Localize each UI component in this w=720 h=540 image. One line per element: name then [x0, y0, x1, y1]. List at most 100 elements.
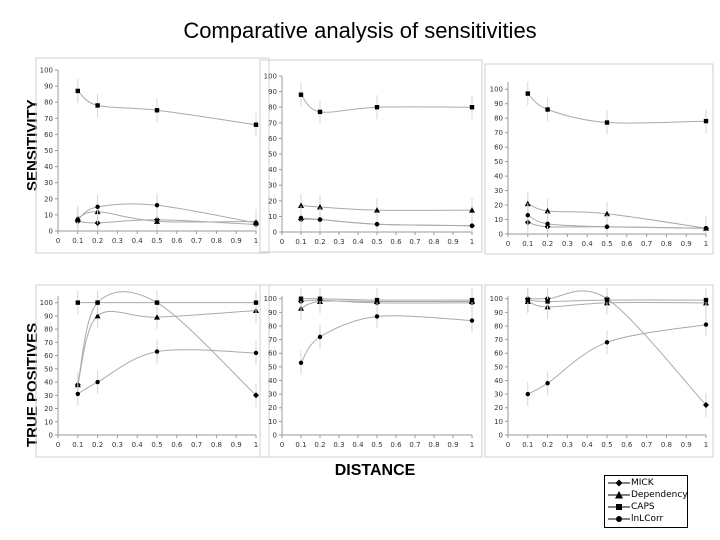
data-point-caps [374, 105, 380, 110]
series-line-caps [77, 90, 257, 126]
y-tick-label: 50 [44, 365, 53, 373]
x-tick-label: 0.5 [601, 240, 612, 248]
x-tick-label: 0.5 [151, 441, 162, 449]
series-line-dependency [300, 300, 472, 309]
x-tick-label: 0.8 [428, 441, 439, 449]
y-tick-label: 30 [494, 187, 503, 195]
data-point-lnlcorr [469, 318, 475, 323]
data-point-dependency [374, 207, 380, 213]
panel-true-positives-1: 0 10 20 30 40 50 60 70 80 90 100 0 0.1 0.2 0.3 0.4 0.5 0.… [35, 284, 270, 458]
x-tick-label: 0.6 [621, 240, 633, 248]
x-tick-label: 0.1 [522, 441, 533, 449]
data-point-lnlcorr [298, 360, 304, 365]
x-tick-label: 0.9 [447, 441, 458, 449]
x-tick-label: 0.4 [582, 441, 594, 449]
y-tick-label: 40 [44, 379, 53, 387]
x-tick-label: 0.7 [191, 237, 202, 245]
y-tick-label: 0 [49, 228, 53, 236]
panel-frame [259, 59, 483, 253]
legend-item-mick: MICK [605, 477, 687, 489]
y-tick-label: 10 [44, 418, 53, 426]
series-line-dependency [527, 300, 707, 308]
legend-label-mick: MICK [631, 478, 654, 488]
x-tick-label: 0.5 [151, 237, 162, 245]
y-tick-label: 20 [268, 404, 277, 412]
y-tick-label: 100 [490, 295, 503, 303]
y-tick-label: 80 [494, 322, 503, 330]
legend-item-dependency: Dependency [605, 489, 688, 501]
x-tick-label: 1 [254, 237, 258, 245]
data-point-caps [298, 296, 304, 301]
data-point-mick [703, 402, 709, 409]
x-tick-label: 1 [704, 441, 708, 449]
data-point-lnlcorr [95, 379, 100, 385]
x-tick-label: 0.7 [641, 240, 652, 248]
data-point-lnlcorr [298, 215, 304, 221]
panel-frame [35, 57, 270, 254]
data-point-lnlcorr [469, 223, 475, 228]
x-tick-label: 0.3 [562, 240, 573, 248]
y-tick-label: 100 [490, 86, 503, 94]
panel-frame [484, 63, 714, 255]
y-tick-label: 50 [268, 151, 277, 159]
series-line-caps [300, 94, 473, 113]
data-point-lnlcorr [317, 334, 323, 340]
x-tick-label: 0 [506, 240, 510, 248]
x-tick-label: 0.1 [295, 238, 306, 246]
legend: MICK Dependency CAPS lnLCorr [604, 475, 688, 528]
y-tick-label: 50 [494, 363, 503, 371]
data-point-dependency [544, 207, 551, 214]
data-point-caps [604, 120, 610, 125]
data-point-lnlcorr [604, 340, 610, 345]
y-tick-label: 80 [494, 115, 503, 123]
data-point-lnlcorr [154, 203, 160, 208]
x-tick-label: 0.6 [171, 441, 183, 449]
series-line-mick [77, 291, 257, 396]
series-line-mick [527, 290, 707, 406]
data-point-dependency [298, 202, 304, 208]
y-tick-label: 40 [268, 166, 277, 174]
y-tick-label: 60 [268, 350, 277, 358]
y-tick-label: 50 [268, 363, 277, 371]
x-tick-label: 0 [280, 238, 284, 246]
data-point-dependency [94, 312, 101, 319]
data-point-lnlcorr [253, 220, 259, 226]
series-line-caps [527, 93, 707, 124]
x-tick-label: 0.4 [132, 237, 144, 245]
x-tick-label: 0.7 [191, 441, 202, 449]
y-tick-label: 90 [44, 312, 53, 320]
data-point-lnlcorr [317, 217, 323, 222]
y-tick-label: 50 [44, 147, 53, 155]
y-tick-label: 90 [494, 309, 503, 317]
y-tick-label: 80 [268, 104, 277, 112]
x-tick-label: 0.9 [681, 240, 692, 248]
y-tick-label: 30 [44, 179, 53, 187]
x-tick-label: 0.9 [231, 441, 242, 449]
series-line-dependency [77, 211, 257, 223]
legend-marker-diamond [608, 479, 630, 487]
y-tick-label: 10 [44, 211, 53, 219]
data-point-caps [154, 300, 160, 305]
x-tick-label: 0.2 [92, 441, 103, 449]
series-line-dependency [300, 204, 473, 211]
x-tick-label: 0.4 [352, 238, 364, 246]
data-point-dependency [154, 218, 160, 224]
y-tick-label: 0 [273, 432, 277, 440]
x-tick-label: 0.3 [562, 441, 573, 449]
x-tick-label: 0.5 [371, 238, 382, 246]
series-line-lnlcorr [300, 315, 473, 364]
y-tick-label: 70 [494, 129, 503, 137]
series-line-dependency [527, 203, 707, 229]
y-tick-label: 0 [49, 432, 53, 440]
y-tick-label: 100 [40, 299, 53, 307]
x-tick-label: 0.8 [211, 441, 222, 449]
legend-label-lnlcorr: lnLCorr [631, 514, 664, 524]
x-tick-label: 0.7 [409, 238, 420, 246]
data-point-caps [253, 122, 259, 127]
x-tick-label: 0.3 [333, 441, 344, 449]
x-tick-label: 1 [254, 441, 258, 449]
x-tick-label: 0.7 [409, 441, 420, 449]
y-tick-label: 20 [268, 197, 277, 205]
series-line-mick [300, 299, 473, 304]
y-tick-label: 100 [264, 73, 277, 81]
